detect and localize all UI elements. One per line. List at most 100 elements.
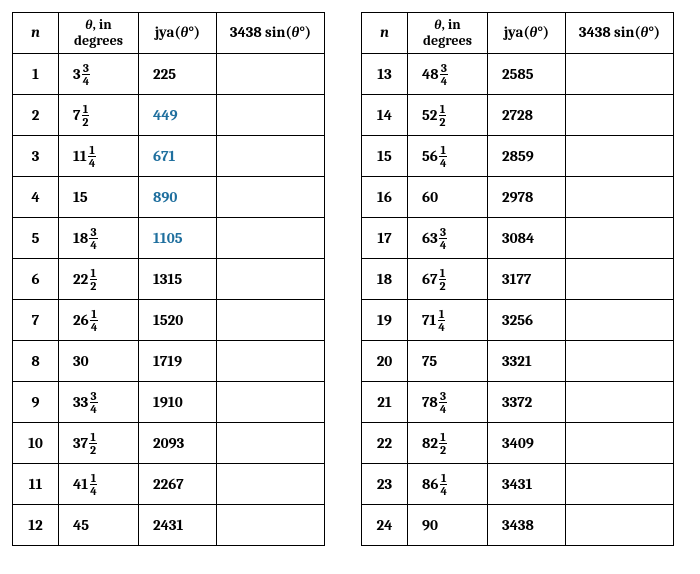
cell-n: 16 <box>362 177 408 218</box>
cell-sin <box>217 95 325 136</box>
cell-n: 3 <box>13 136 59 177</box>
cell-n: 4 <box>13 177 59 218</box>
table-row: 6 22 12 1315 <box>13 259 325 300</box>
table-row: 13 48 34 2585 <box>362 54 674 95</box>
cell-sin <box>217 259 325 300</box>
cell-theta: 18 34 <box>59 218 139 259</box>
table-row: 18 67 12 3177 <box>362 259 674 300</box>
cell-theta: 78 34 <box>408 382 488 423</box>
cell-n: 7 <box>13 300 59 341</box>
cell-n: 11 <box>13 464 59 505</box>
table-row: 20 75 3321 <box>362 341 674 382</box>
cell-theta: 15 <box>59 177 139 218</box>
cell-sin <box>217 136 325 177</box>
table-row: 23 86 14 3431 <box>362 464 674 505</box>
table-row: 21 78 34 3372 <box>362 382 674 423</box>
cell-theta: 86 14 <box>408 464 488 505</box>
header-theta: θ, in degrees <box>59 13 139 54</box>
cell-sin <box>566 464 674 505</box>
table-row: 12 45 2431 <box>13 505 325 546</box>
header-sin: 3438 sin(θ°) <box>566 13 674 54</box>
cell-sin <box>566 136 674 177</box>
table-header-row: n θ, in degrees jya(θ°) 3438 sin(θ°) <box>362 13 674 54</box>
table-row: 19 71 14 3256 <box>362 300 674 341</box>
cell-sin <box>566 341 674 382</box>
cell-sin <box>566 259 674 300</box>
cell-theta: 75 <box>408 341 488 382</box>
cell-sin <box>217 218 325 259</box>
header-sin: 3438 sin(θ°) <box>217 13 325 54</box>
cell-theta: 26 14 <box>59 300 139 341</box>
cell-sin <box>566 382 674 423</box>
cell-theta: 41 14 <box>59 464 139 505</box>
table-row: 4 15 890 <box>13 177 325 218</box>
cell-jya: 1520 <box>139 300 217 341</box>
jya-table-left: n θ, in degrees jya(θ°) 3438 sin(θ°) 1 3… <box>12 12 325 546</box>
cell-theta: 48 34 <box>408 54 488 95</box>
cell-jya: 671 <box>139 136 217 177</box>
jya-table-right: n θ, in degrees jya(θ°) 3438 sin(θ°) 13 … <box>361 12 674 546</box>
cell-theta: 52 12 <box>408 95 488 136</box>
header-n: n <box>362 13 408 54</box>
cell-sin <box>217 464 325 505</box>
cell-theta: 45 <box>59 505 139 546</box>
cell-theta: 37 12 <box>59 423 139 464</box>
cell-jya: 2859 <box>488 136 566 177</box>
cell-n: 6 <box>13 259 59 300</box>
cell-jya: 3256 <box>488 300 566 341</box>
table-row: 17 63 34 3084 <box>362 218 674 259</box>
cell-jya: 449 <box>139 95 217 136</box>
cell-theta: 82 12 <box>408 423 488 464</box>
table-row: 3 11 14 671 <box>13 136 325 177</box>
header-jya: jya(θ°) <box>139 13 217 54</box>
cell-n: 21 <box>362 382 408 423</box>
cell-n: 9 <box>13 382 59 423</box>
cell-n: 5 <box>13 218 59 259</box>
cell-n: 12 <box>13 505 59 546</box>
table-row: 2 7 12 449 <box>13 95 325 136</box>
cell-n: 8 <box>13 341 59 382</box>
cell-n: 10 <box>13 423 59 464</box>
table-row: 16 60 2978 <box>362 177 674 218</box>
cell-n: 24 <box>362 505 408 546</box>
table-row: 14 52 12 2728 <box>362 95 674 136</box>
cell-jya: 3321 <box>488 341 566 382</box>
cell-jya: 1910 <box>139 382 217 423</box>
table-row: 9 33 34 1910 <box>13 382 325 423</box>
table-row: 1 3 34 225 <box>13 54 325 95</box>
cell-n: 17 <box>362 218 408 259</box>
table-row: 24 90 3438 <box>362 505 674 546</box>
cell-sin <box>217 505 325 546</box>
cell-jya: 2093 <box>139 423 217 464</box>
cell-sin <box>566 218 674 259</box>
cell-jya: 3372 <box>488 382 566 423</box>
cell-jya: 2978 <box>488 177 566 218</box>
cell-theta: 3 34 <box>59 54 139 95</box>
cell-sin <box>217 54 325 95</box>
cell-jya: 3084 <box>488 218 566 259</box>
cell-sin <box>566 300 674 341</box>
cell-jya: 890 <box>139 177 217 218</box>
table-row: 22 82 12 3409 <box>362 423 674 464</box>
cell-n: 1 <box>13 54 59 95</box>
cell-jya: 3438 <box>488 505 566 546</box>
cell-theta: 60 <box>408 177 488 218</box>
cell-jya: 1719 <box>139 341 217 382</box>
cell-theta: 33 34 <box>59 382 139 423</box>
cell-n: 23 <box>362 464 408 505</box>
cell-jya: 2585 <box>488 54 566 95</box>
cell-jya: 1315 <box>139 259 217 300</box>
cell-jya: 2267 <box>139 464 217 505</box>
cell-n: 20 <box>362 341 408 382</box>
cell-sin <box>217 423 325 464</box>
cell-sin <box>566 423 674 464</box>
cell-jya: 2728 <box>488 95 566 136</box>
table-header-row: n θ, in degrees jya(θ°) 3438 sin(θ°) <box>13 13 325 54</box>
table-row: 11 41 14 2267 <box>13 464 325 505</box>
cell-n: 2 <box>13 95 59 136</box>
cell-n: 13 <box>362 54 408 95</box>
cell-sin <box>217 177 325 218</box>
cell-theta: 11 14 <box>59 136 139 177</box>
cell-n: 14 <box>362 95 408 136</box>
table-row: 15 56 14 2859 <box>362 136 674 177</box>
